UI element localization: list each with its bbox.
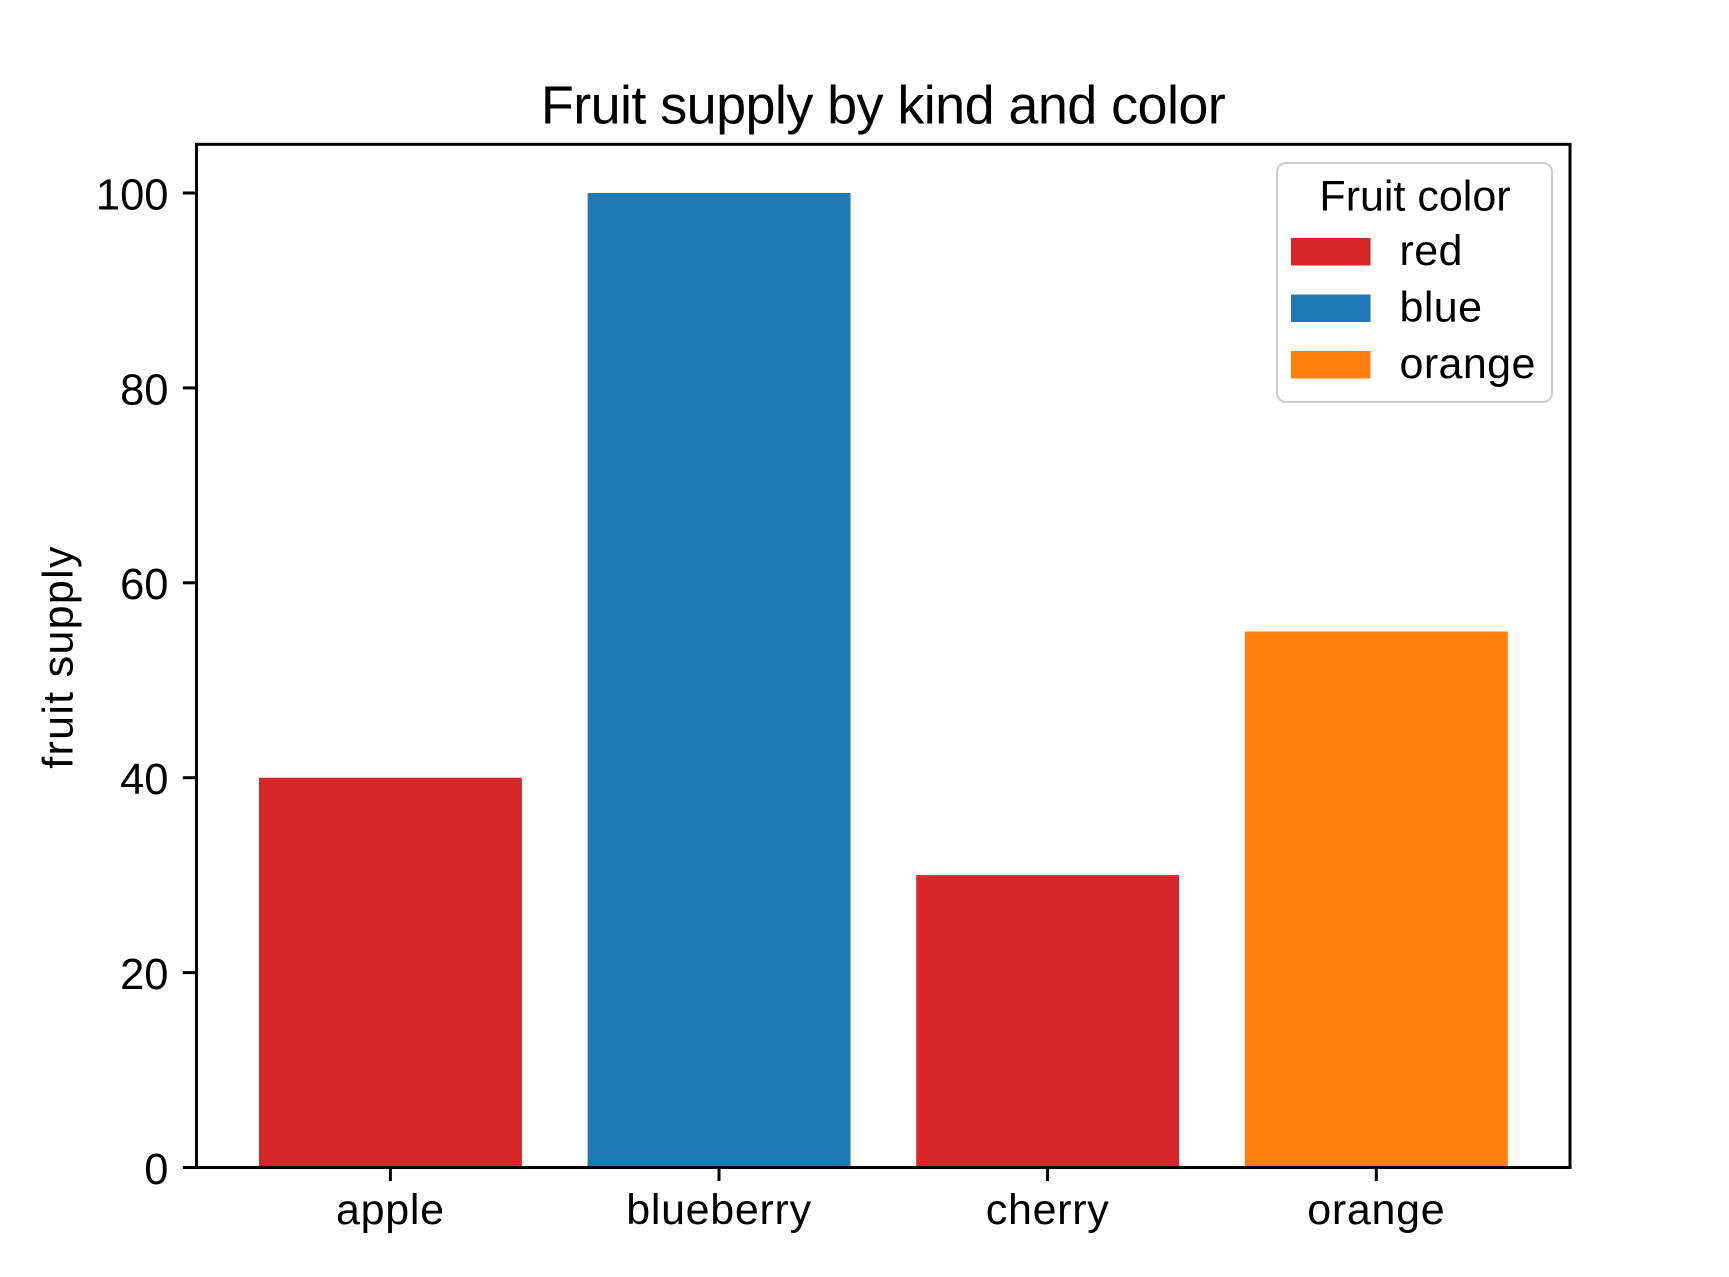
svg-text:60: 60 [120,561,168,609]
svg-text:100: 100 [96,171,169,219]
svg-text:red: red [1400,227,1463,275]
svg-text:Fruit supply by kind and color: Fruit supply by kind and color [541,75,1226,135]
svg-text:40: 40 [120,756,168,804]
svg-text:blue: blue [1400,284,1483,332]
svg-text:20: 20 [120,951,168,999]
svg-text:0: 0 [144,1146,168,1194]
svg-text:orange: orange [1400,340,1536,388]
svg-text:Fruit color: Fruit color [1319,172,1510,220]
svg-text:blueberry: blueberry [626,1186,812,1234]
svg-text:cherry: cherry [986,1186,1110,1234]
svg-text:fruit supply: fruit supply [35,545,83,769]
svg-text:apple: apple [336,1186,445,1234]
svg-text:80: 80 [120,366,168,414]
svg-text:orange: orange [1307,1186,1445,1234]
